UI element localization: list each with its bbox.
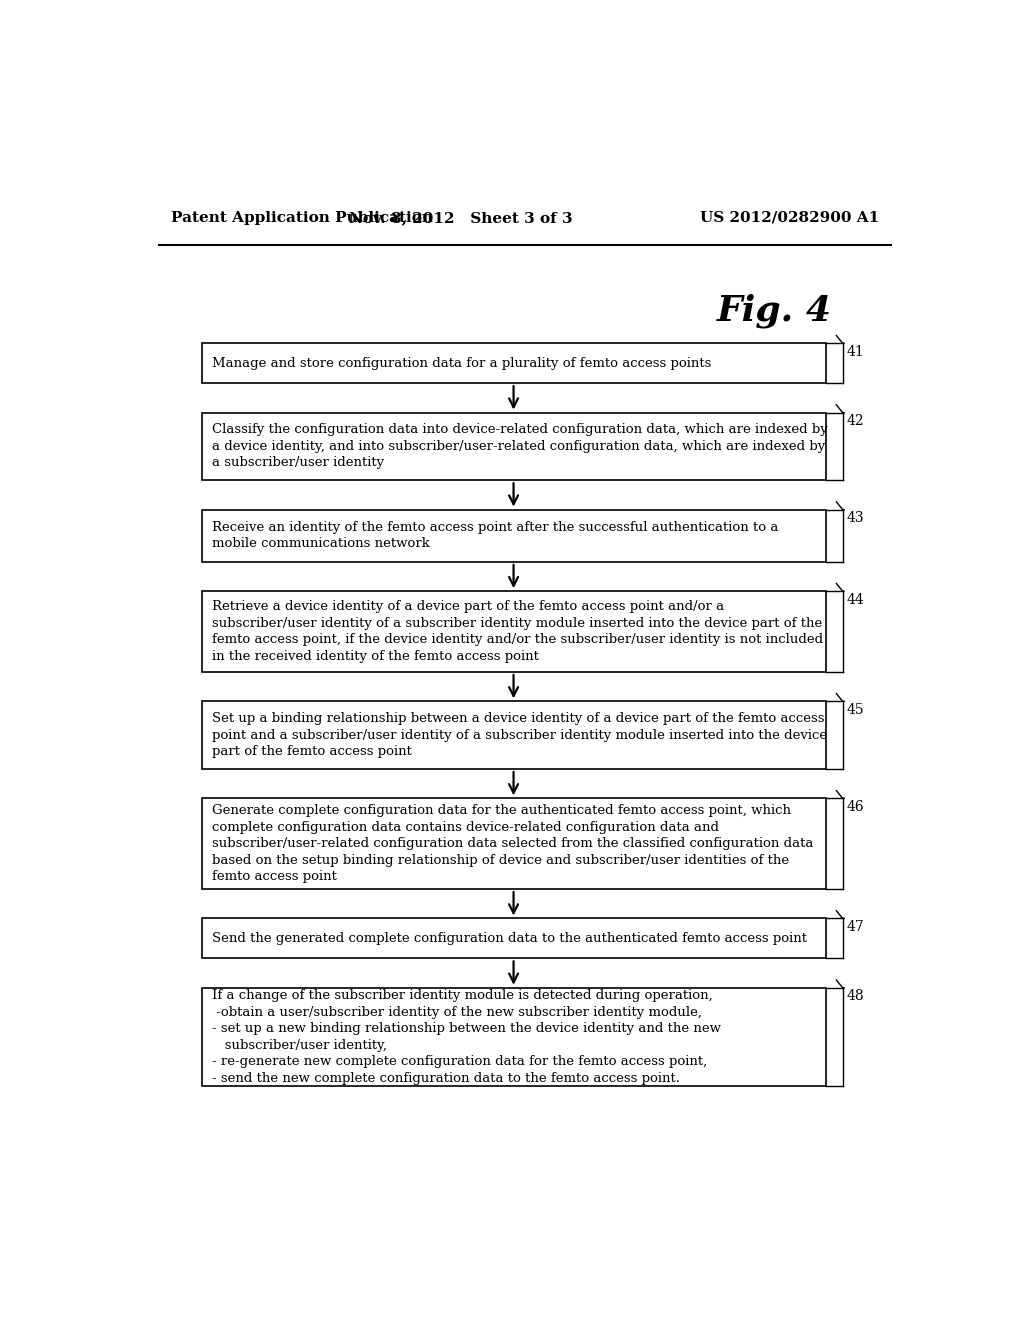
Bar [202, 987, 825, 1086]
Text: 41: 41 [847, 345, 864, 359]
Text: 45: 45 [847, 702, 864, 717]
Text: Fig. 4: Fig. 4 [717, 293, 831, 327]
Text: Classify the configuration data into device-related configuration data, which ar: Classify the configuration data into dev… [212, 424, 828, 470]
Text: Manage and store configuration data for a plurality of femto access points: Manage and store configuration data for … [212, 356, 712, 370]
Text: Nov. 8, 2012   Sheet 3 of 3: Nov. 8, 2012 Sheet 3 of 3 [349, 211, 573, 224]
Bar [202, 919, 825, 958]
Text: Generate complete configuration data for the authenticated femto access point, w: Generate complete configuration data for… [212, 804, 814, 883]
Text: 48: 48 [847, 989, 864, 1003]
Text: Set up a binding relationship between a device identity of a device part of the : Set up a binding relationship between a … [212, 711, 827, 758]
Bar [202, 412, 825, 480]
Bar [202, 591, 825, 672]
Text: If a change of the subscriber identity module is detected during operation,
 -ob: If a change of the subscriber identity m… [212, 989, 722, 1085]
Text: 42: 42 [847, 414, 864, 428]
Text: Retrieve a device identity of a device part of the femto access point and/or a
s: Retrieve a device identity of a device p… [212, 601, 823, 663]
Text: 43: 43 [847, 511, 864, 525]
Text: 44: 44 [847, 593, 864, 607]
Text: Patent Application Publication: Patent Application Publication [171, 211, 432, 224]
Text: Receive an identity of the femto access point after the successful authenticatio: Receive an identity of the femto access … [212, 521, 779, 550]
Text: US 2012/0282900 A1: US 2012/0282900 A1 [700, 211, 880, 224]
Bar [202, 701, 825, 770]
Text: Send the generated complete configuration data to the authenticated femto access: Send the generated complete configuratio… [212, 932, 808, 945]
Text: 47: 47 [847, 920, 864, 935]
Bar [202, 343, 825, 383]
Bar [202, 510, 825, 562]
Bar [202, 799, 825, 890]
Text: 46: 46 [847, 800, 864, 814]
